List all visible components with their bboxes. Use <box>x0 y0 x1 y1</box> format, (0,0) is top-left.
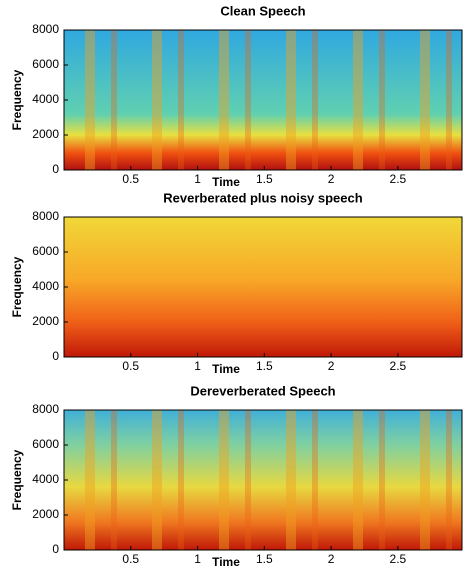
y-tick-label: 4000 <box>32 92 59 106</box>
y-tick-label: 2000 <box>32 127 59 141</box>
y-tick-label: 8000 <box>32 22 59 36</box>
y-tick-label: 6000 <box>32 57 59 71</box>
spectrogram-texture <box>64 410 462 550</box>
x-tick-label: 2.5 <box>390 172 407 186</box>
x-tick-label: 2 <box>328 359 335 373</box>
chart-title: Clean Speech <box>220 3 305 18</box>
y-tick-label: 0 <box>52 349 59 363</box>
y-tick-label: 2000 <box>32 507 59 521</box>
y-tick-label: 0 <box>52 162 59 176</box>
x-tick-label: 0.5 <box>122 172 139 186</box>
chart-title: Reverberated plus noisy speech <box>163 190 362 205</box>
spectrogram-texture <box>64 30 462 170</box>
y-tick-label: 6000 <box>32 437 59 451</box>
x-axis-label: Time <box>212 362 240 376</box>
y-tick-label: 6000 <box>32 244 59 258</box>
x-tick-label: 2 <box>328 172 335 186</box>
x-tick-label: 1 <box>194 552 201 566</box>
y-tick-label: 4000 <box>32 472 59 486</box>
y-tick-label: 4000 <box>32 279 59 293</box>
y-axis-label: Frequency <box>10 449 24 510</box>
x-tick-label: 2.5 <box>390 359 407 373</box>
y-axis-label: Frequency <box>10 69 24 130</box>
x-tick-label: 0.5 <box>122 552 139 566</box>
y-tick-label: 8000 <box>32 402 59 416</box>
x-axis-label: Time <box>212 555 240 569</box>
x-tick-label: 2.5 <box>390 552 407 566</box>
y-tick-label: 0 <box>52 542 59 556</box>
x-tick-label: 1 <box>194 172 201 186</box>
x-tick-label: 1.5 <box>256 172 273 186</box>
x-axis-label: Time <box>212 175 240 189</box>
chart-title: Dereverberated Speech <box>190 383 335 398</box>
spectrogram <box>64 217 462 357</box>
x-tick-label: 1 <box>194 359 201 373</box>
x-tick-label: 0.5 <box>122 359 139 373</box>
y-axis-label: Frequency <box>10 256 24 317</box>
y-tick-label: 8000 <box>32 209 59 223</box>
x-tick-label: 1.5 <box>256 552 273 566</box>
x-tick-label: 1.5 <box>256 359 273 373</box>
y-tick-label: 2000 <box>32 314 59 328</box>
x-tick-label: 2 <box>328 552 335 566</box>
